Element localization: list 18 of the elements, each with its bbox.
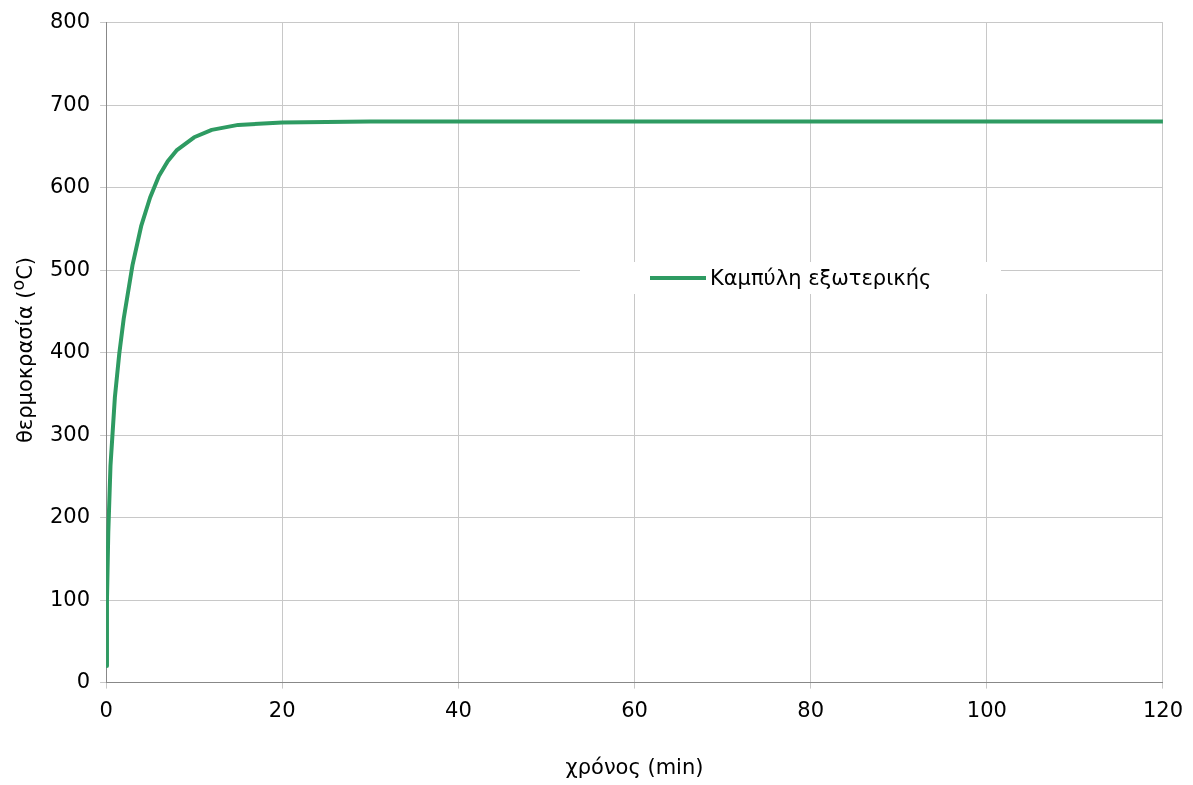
y-tick-label: 300 [49, 421, 91, 446]
x-tick-label: 60 [621, 697, 648, 722]
x-tick-label: 80 [797, 697, 825, 722]
y-tick-label: 0 [76, 669, 91, 694]
x-tick-label: 0 [99, 697, 113, 722]
y-tick-label: 800 [49, 9, 91, 34]
y-tick-label: 500 [49, 256, 91, 281]
x-tick-label: 120 [1142, 697, 1184, 722]
y-tick-label: 400 [49, 339, 91, 364]
y-tick-label: 600 [49, 174, 91, 199]
x-tick-label: 100 [966, 697, 1007, 722]
x-tick-label: 40 [445, 697, 472, 722]
x-axis-title: χρόνος (min) [565, 754, 704, 779]
x-tick-label: 20 [268, 697, 296, 722]
y-tick-label: 700 [49, 91, 91, 116]
y-tick-label: 200 [49, 504, 91, 529]
legend-label: Καμπύλη εξωτερικής [710, 266, 932, 290]
y-tick-label: 100 [49, 586, 91, 611]
